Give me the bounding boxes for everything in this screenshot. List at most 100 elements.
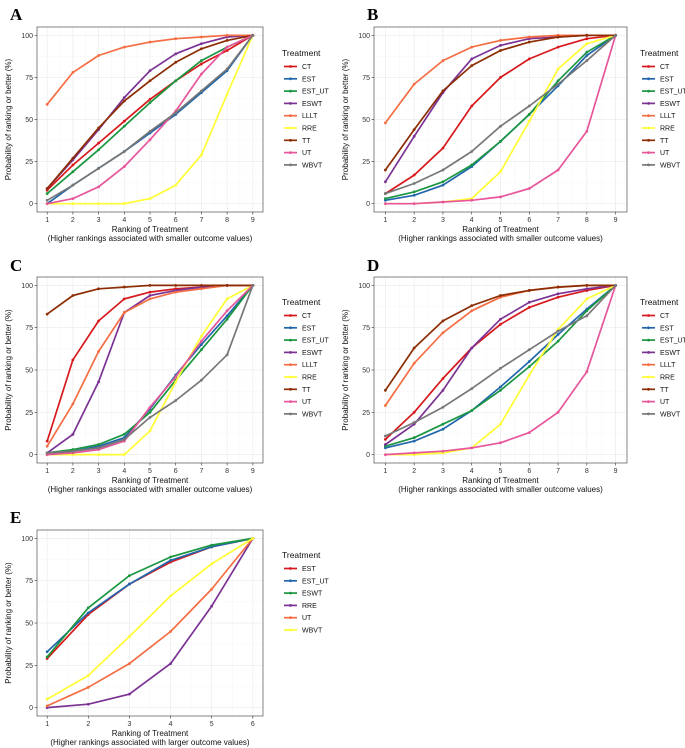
data-point-ct (499, 322, 502, 326)
panel-letter: A (10, 5, 23, 24)
panel-letter: E (10, 508, 21, 527)
legend-swatch-dot (289, 77, 292, 81)
data-point-eswt (45, 655, 49, 659)
data-point-wbvt (527, 104, 531, 108)
data-point-ct (122, 297, 126, 301)
data-point-wbvt (169, 594, 172, 598)
data-point-tt (585, 283, 589, 287)
data-point-ut (148, 138, 152, 142)
x-tick-label: 8 (225, 468, 229, 475)
y-axis-title: Probability of ranking or better (%) (341, 309, 350, 431)
legend: Treatment CT EST EST_UT ESWT LLLT RRE TT UT WBVT (282, 48, 330, 169)
data-point-rre (71, 202, 75, 206)
legend-swatch-dot (289, 89, 292, 93)
data-point-ut (412, 451, 416, 455)
legend-label-ut: UT (660, 150, 670, 157)
legend-label-tt: TT (660, 138, 669, 145)
data-point-ut (470, 446, 474, 450)
series-tt (45, 283, 255, 316)
legend-label-rre: RRE (660, 375, 675, 382)
data-point-ut (470, 198, 474, 202)
legend-swatch-dot (647, 138, 650, 142)
data-point-ut (412, 202, 416, 206)
data-point-lllt (527, 35, 531, 39)
data-point-rre (225, 297, 229, 301)
data-point-wbvt (200, 89, 203, 93)
legend-label-eswt: ESWT (302, 101, 323, 108)
legend-label-wbvt: WBVT (660, 162, 681, 169)
legend-swatch-dot (289, 102, 292, 105)
data-point-est-ut (97, 443, 100, 446)
x-tick-label: 6 (527, 468, 531, 475)
y-tick-label: 100 (21, 283, 33, 290)
x-tick-label: 5 (148, 217, 152, 224)
y-tick-label: 25 (25, 663, 33, 670)
panel-b: B 1 2 3 4 5 6 7 8 9 0 25 50 75 100 Ranking of Treatment… (341, 5, 685, 243)
data-point-tt (556, 285, 560, 289)
legend-swatch-dot (647, 387, 650, 391)
data-point-ct (45, 439, 49, 443)
data-point-lllt (71, 70, 75, 74)
data-point-est-ut (169, 558, 172, 562)
data-point-est (441, 183, 445, 187)
data-point-rre (210, 604, 214, 608)
data-point-ut (441, 200, 445, 204)
data-point-tt (470, 64, 474, 68)
legend-label-ut: UT (302, 399, 312, 406)
x-tick-label: 9 (251, 468, 255, 475)
legend-swatch-dot (647, 412, 650, 416)
legend-swatch-dot (289, 604, 292, 607)
data-point-rre (174, 380, 178, 384)
x-tick-label: 7 (199, 217, 203, 224)
data-point-tt (585, 33, 589, 37)
data-point-rre (499, 170, 502, 174)
x-tick-label: 4 (169, 721, 173, 728)
x-tick-label: 2 (71, 468, 75, 475)
series-wbvt (383, 283, 618, 438)
legend-swatch-dot (289, 338, 292, 342)
y-tick-label: 75 (25, 75, 33, 82)
data-point-wbvt (383, 192, 387, 195)
legend-label-est-ut: EST_UT (302, 578, 330, 585)
y-tick-label: 0 (366, 201, 370, 208)
data-point-wbvt (383, 434, 387, 438)
data-point-ct (412, 410, 416, 414)
data-point-wbvt (122, 150, 126, 153)
data-point-est-ut (470, 163, 474, 167)
legend-label-est: EST (302, 76, 316, 83)
data-point-est-ut (45, 192, 49, 195)
x-tick-label: 2 (412, 217, 416, 224)
data-point-lllt (441, 59, 445, 62)
data-point-est-ut (122, 124, 126, 128)
data-point-wbvt (614, 283, 618, 287)
data-point-wbvt (585, 59, 589, 62)
data-point-wbvt (210, 562, 214, 566)
data-point-est (200, 343, 203, 347)
data-point-ut (556, 410, 560, 414)
legend-swatch-dot (647, 114, 650, 118)
data-point-tt (45, 187, 49, 190)
legend-label-tt: TT (302, 387, 311, 394)
data-point-est-ut (585, 50, 589, 54)
y-tick-label: 100 (358, 283, 370, 290)
data-point-rre (169, 662, 172, 666)
data-point-lllt (470, 309, 474, 313)
x-tick-label: 6 (174, 217, 178, 224)
legend-swatch-dot (289, 567, 292, 570)
legend-title: Treatment (640, 297, 679, 307)
data-point-est-ut (86, 611, 90, 615)
x-axis-title: Ranking of Treatment (462, 476, 539, 485)
data-point-tt (499, 49, 502, 52)
legend-swatch-dot (647, 351, 650, 354)
legend-swatch-dot (647, 400, 650, 403)
x-tick-label: 1 (45, 721, 49, 728)
series-wbvt (45, 33, 255, 202)
data-point-tt (225, 283, 229, 287)
data-point-wbvt (251, 536, 255, 540)
data-point-rre (527, 373, 531, 377)
data-point-tt (71, 156, 75, 160)
data-point-lllt (225, 33, 229, 37)
legend-label-rre: RRE (302, 603, 317, 610)
data-point-est-ut (470, 409, 474, 413)
legend-label-lllt: LLLT (660, 362, 676, 369)
